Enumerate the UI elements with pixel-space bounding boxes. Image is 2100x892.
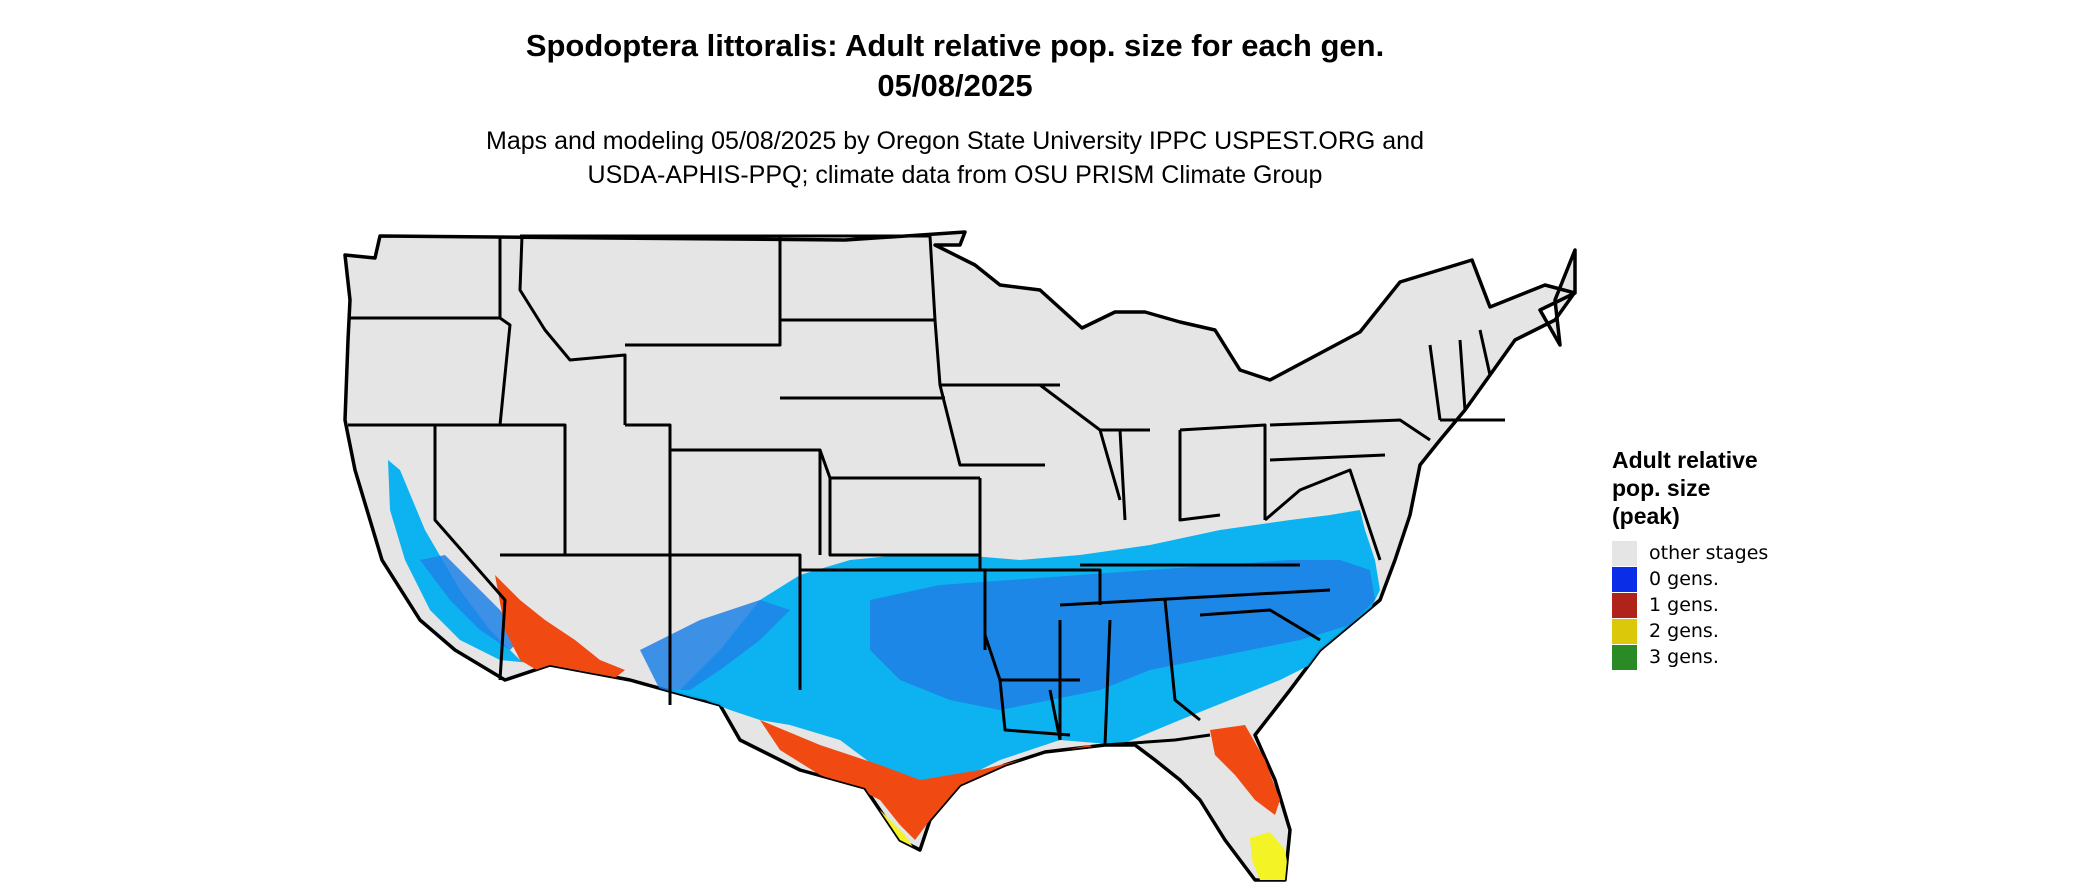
border-ne-ks xyxy=(818,449,980,557)
legend-title-line1: Adult relative xyxy=(1612,447,1758,473)
border-il-in-oh xyxy=(1118,423,1267,522)
legend-title-line3: (peak) xyxy=(1612,503,1680,529)
border-dakotas xyxy=(780,234,945,400)
border-ca-nv xyxy=(433,425,507,681)
border-id xyxy=(498,235,627,426)
legend-swatch-other-stages xyxy=(1612,540,1637,566)
legend-title: Adult relative pop. size (peak) xyxy=(1612,446,1852,530)
legend-label-0-gens: 0 gens. xyxy=(1649,568,1719,590)
legend-item-1-gens: 1 gens. xyxy=(1612,592,1852,618)
border-va-wv xyxy=(1264,468,1382,561)
border-ga-fl xyxy=(1104,733,1211,747)
state-borders xyxy=(348,234,1505,747)
border-ms-al-ga xyxy=(1058,599,1201,746)
legend-label-2-gens: 2 gens. xyxy=(1649,620,1719,642)
legend-title-line2: pop. size xyxy=(1612,475,1711,501)
legend-item-2-gens: 2 gens. xyxy=(1612,618,1852,644)
legend-label-1-gens: 1 gens. xyxy=(1649,594,1719,616)
border-wi-il xyxy=(1039,383,1150,501)
legend-label-other-stages: other stages xyxy=(1649,542,1769,564)
legend-item-0-gens: 0 gens. xyxy=(1612,566,1852,592)
border-la-ms xyxy=(998,679,1071,741)
border-az-nm xyxy=(565,553,802,705)
border-mt-wy xyxy=(520,234,782,347)
legend-swatch-3-gens xyxy=(1612,644,1637,670)
us-map xyxy=(343,230,1577,882)
border-ky-tn xyxy=(1059,563,1331,607)
border-new-england xyxy=(1428,329,1505,422)
border-mn-ia xyxy=(928,235,1060,467)
legend-list: other stages 0 gens. 1 gens. 2 gens. 3 g… xyxy=(1612,540,1852,670)
legend-swatch-1-gens xyxy=(1612,592,1637,618)
legend-swatch-2-gens xyxy=(1612,618,1637,644)
legend-label-3-gens: 3 gens. xyxy=(1649,646,1719,668)
map-title-line1: Spodoptera littoralis: Adult relative po… xyxy=(525,28,1385,63)
zone-mid-blue-west xyxy=(420,555,790,690)
legend-item-3-gens: 3 gens. xyxy=(1612,644,1852,670)
border-nv-ut xyxy=(500,423,567,557)
legend-swatch-0-gens xyxy=(1612,566,1637,592)
legend-item-other-stages: other stages xyxy=(1612,540,1852,566)
map-subtitle-line2: USDA-APHIS-PPQ; climate data from OSU PR… xyxy=(587,161,1323,189)
border-pa-ny xyxy=(1269,418,1431,462)
map-subtitle-line1: Maps and modeling 05/08/2025 by Oregon S… xyxy=(486,127,1424,155)
map-title-date: 05/08/2025 xyxy=(877,68,1033,103)
map-legend: Adult relative pop. size (peak) other st… xyxy=(1612,446,1852,670)
border-nc-sc xyxy=(1199,608,1321,642)
